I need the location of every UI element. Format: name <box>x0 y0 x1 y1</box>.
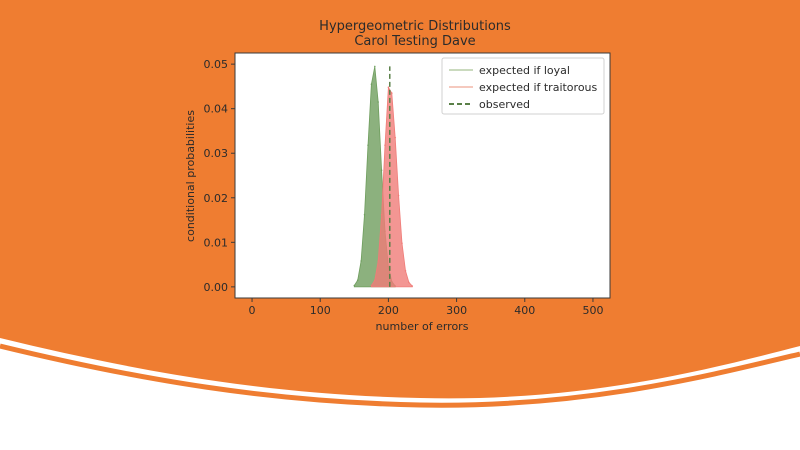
loyal-data-point <box>370 83 373 85</box>
x-tick-label: 300 <box>446 304 467 317</box>
legend-label-observed: observed <box>479 98 530 111</box>
traitorous-data-point <box>380 213 383 216</box>
chart-subtitle: Carol Testing Dave <box>354 34 476 49</box>
traitorous-data-point <box>411 285 414 287</box>
traitorous-data-point <box>391 92 393 94</box>
series-layer <box>353 65 414 288</box>
traitorous-data-point <box>408 281 410 284</box>
y-tick-label: 0.02 <box>204 192 229 205</box>
loyal-data-point <box>356 279 359 282</box>
y-tick-label: 0.01 <box>204 236 229 249</box>
y-tick-label: 0.04 <box>204 103 229 116</box>
y-axis-label: conditional probabilities <box>184 110 197 242</box>
legend: expected if loyal expected if traitorous… <box>441 57 605 115</box>
series-traitorous-area <box>371 85 413 288</box>
axis-ticks: 0 100 200 300 400 500 0.00 0.01 0.02 0.03 0.04 0.05 <box>204 58 604 317</box>
traitorous-data-point <box>374 279 376 282</box>
loyal-data-point <box>374 65 376 68</box>
x-tick-label: 100 <box>310 304 331 317</box>
traitorous-data-point <box>377 260 380 262</box>
traitorous-data-point <box>394 136 397 139</box>
chart-title-block: Hypergeometric Distributions Carol Testi… <box>235 19 595 49</box>
traitorous-data-point <box>384 144 386 146</box>
loyal-data-point <box>377 101 380 103</box>
x-tick-label: 500 <box>582 304 603 317</box>
x-tick-label: 200 <box>378 304 399 317</box>
legend-label-traitorous: expected if traitorous <box>479 81 598 94</box>
traitorous-data-point <box>404 270 407 272</box>
legend-box <box>441 57 605 115</box>
traitorous-data-point <box>397 194 400 197</box>
slide-curve-stripe <box>0 343 800 408</box>
loyal-data-point <box>363 213 366 216</box>
x-tick-label: 0 <box>249 304 256 317</box>
traitorous-data-point <box>370 284 373 287</box>
x-tick-label: 400 <box>514 304 535 317</box>
traitorous-data-point <box>387 86 390 89</box>
loyal-data-point <box>367 144 369 146</box>
loyal-data-point <box>380 169 383 171</box>
traitorous-data-point <box>401 242 403 244</box>
y-tick-label: 0.05 <box>204 58 229 71</box>
y-tick-label: 0.03 <box>204 147 229 160</box>
chart-title: Hypergeometric Distributions <box>319 19 511 34</box>
y-tick-label: 0.00 <box>204 281 229 294</box>
loyal-data-point <box>353 284 356 287</box>
x-axis-label: number of errors <box>376 320 469 333</box>
slide-white-curve <box>0 338 800 450</box>
loyal-data-point <box>360 260 362 262</box>
legend-label-loyal: expected if loyal <box>479 64 570 77</box>
